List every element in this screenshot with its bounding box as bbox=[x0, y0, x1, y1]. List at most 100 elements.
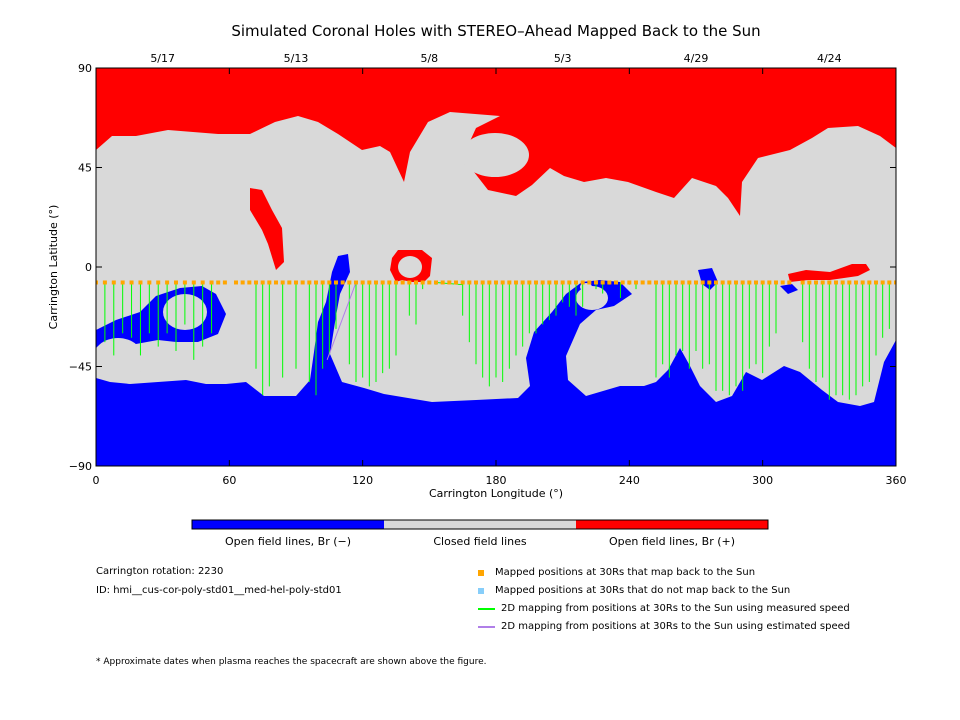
mapped-point bbox=[814, 280, 818, 285]
mapped-point bbox=[222, 280, 227, 285]
mapped-point bbox=[754, 280, 758, 285]
mapped-point bbox=[520, 280, 525, 285]
mapped-point bbox=[254, 280, 258, 285]
colorbar-closed bbox=[384, 520, 576, 529]
mapped-point bbox=[607, 280, 612, 285]
mapped-point bbox=[507, 280, 512, 285]
mapped-point bbox=[247, 280, 252, 285]
legend-label: 2D mapping from positions at 30Rs to the… bbox=[501, 603, 850, 614]
mapped-point bbox=[300, 280, 305, 285]
mapped-point bbox=[314, 280, 318, 285]
closed-island bbox=[96, 338, 144, 382]
mapped-point bbox=[102, 280, 107, 285]
mapped-point bbox=[774, 280, 778, 285]
mapped-point bbox=[667, 280, 672, 285]
mapped-point bbox=[694, 280, 698, 285]
mapped-point bbox=[440, 280, 445, 285]
mapped-point bbox=[780, 280, 785, 285]
x-tick-label: 360 bbox=[886, 474, 907, 487]
mapped-point bbox=[307, 280, 312, 285]
mapped-point bbox=[640, 280, 645, 285]
mapped-point bbox=[400, 280, 405, 285]
mapped-point bbox=[514, 280, 518, 285]
mapped-point bbox=[294, 280, 298, 285]
mapped-point bbox=[156, 280, 161, 285]
mapped-point bbox=[327, 280, 332, 285]
mapped-point bbox=[200, 280, 205, 285]
closed-island bbox=[154, 354, 174, 370]
mapped-point bbox=[182, 280, 187, 285]
mapped-point bbox=[174, 280, 178, 285]
closed-island bbox=[576, 286, 608, 310]
closed-island bbox=[188, 360, 198, 374]
mapped-point bbox=[867, 280, 872, 285]
y-tick-label: −45 bbox=[69, 361, 92, 374]
chart-title: Simulated Coronal Holes with STEREO–Ahea… bbox=[231, 22, 760, 40]
colorbar-label-closed: Closed field lines bbox=[433, 535, 527, 548]
y-tick-label: 0 bbox=[85, 261, 92, 274]
y-axis-ticks: 90 45 0 −45 −90 bbox=[69, 62, 896, 473]
carrington-rotation: Carrington rotation: 2230 bbox=[96, 566, 224, 577]
date-label: 5/8 bbox=[420, 52, 438, 65]
mapped-point bbox=[554, 280, 558, 285]
mapped-point bbox=[727, 280, 732, 285]
legend-measured: 2D mapping from positions at 30Rs to the… bbox=[478, 603, 850, 614]
mapped-point bbox=[280, 280, 285, 285]
mapped-point bbox=[394, 280, 398, 285]
x-tick-label: 0 bbox=[93, 474, 100, 487]
mapped-point bbox=[820, 280, 825, 285]
mapped-point bbox=[487, 280, 492, 285]
mapped-point bbox=[887, 280, 892, 285]
mapped-point bbox=[527, 280, 532, 285]
mapped-point bbox=[320, 280, 325, 285]
mapped-point bbox=[580, 280, 585, 285]
mapped-point bbox=[760, 280, 765, 285]
mapped-point bbox=[274, 280, 278, 285]
x-axis-ticks: 0 60 120 180 240 300 360 bbox=[93, 68, 907, 487]
mapped-point bbox=[874, 280, 878, 285]
mapped-point bbox=[467, 280, 472, 285]
mapped-point bbox=[680, 280, 685, 285]
measured-mapping-lines bbox=[96, 281, 896, 400]
mapped-point bbox=[600, 280, 605, 285]
green-line-icon bbox=[478, 607, 495, 610]
mapped-point bbox=[687, 280, 692, 285]
mapped-point bbox=[111, 280, 116, 285]
positive-strip bbox=[788, 264, 870, 282]
mapped-point bbox=[340, 280, 345, 285]
plot-area bbox=[96, 68, 896, 466]
mapped-point bbox=[847, 280, 852, 285]
mapped-points bbox=[96, 280, 896, 285]
closed-island bbox=[436, 125, 450, 135]
mapped-point bbox=[360, 280, 365, 285]
colorbar-frame bbox=[191, 519, 769, 530]
colorbar-label-negative: Open field lines, Br (−) bbox=[225, 535, 351, 548]
mapped-point bbox=[334, 280, 338, 285]
mapped-point bbox=[420, 280, 425, 285]
estimated-mapping-line bbox=[326, 282, 357, 361]
mapped-point bbox=[860, 280, 865, 285]
mapped-point bbox=[287, 280, 292, 285]
mapped-point bbox=[191, 280, 196, 285]
orange-square-icon bbox=[478, 569, 484, 576]
mapped-point bbox=[547, 280, 552, 285]
mapped-point bbox=[560, 280, 565, 285]
mapped-point bbox=[880, 280, 885, 285]
mapped-point bbox=[494, 280, 498, 285]
mapped-point bbox=[734, 280, 738, 285]
mapped-point bbox=[700, 280, 705, 285]
mapped-point bbox=[380, 280, 385, 285]
colorbar-open-negative bbox=[192, 520, 384, 529]
top-date-labels: 5/17 5/13 5/8 5/3 4/29 4/24 bbox=[150, 52, 841, 65]
mapped-point bbox=[374, 280, 378, 285]
mapped-point bbox=[474, 280, 478, 285]
x-axis-label: Carrington Longitude (°) bbox=[429, 487, 563, 500]
legend-mapped: Mapped positions at 30Rs that map back t… bbox=[478, 567, 755, 578]
x-tick-label: 240 bbox=[619, 474, 640, 487]
mapped-point bbox=[827, 280, 832, 285]
mapped-point bbox=[840, 280, 845, 285]
mapped-point bbox=[720, 280, 725, 285]
mapped-point bbox=[614, 280, 618, 285]
y-tick-label: −90 bbox=[69, 460, 92, 473]
